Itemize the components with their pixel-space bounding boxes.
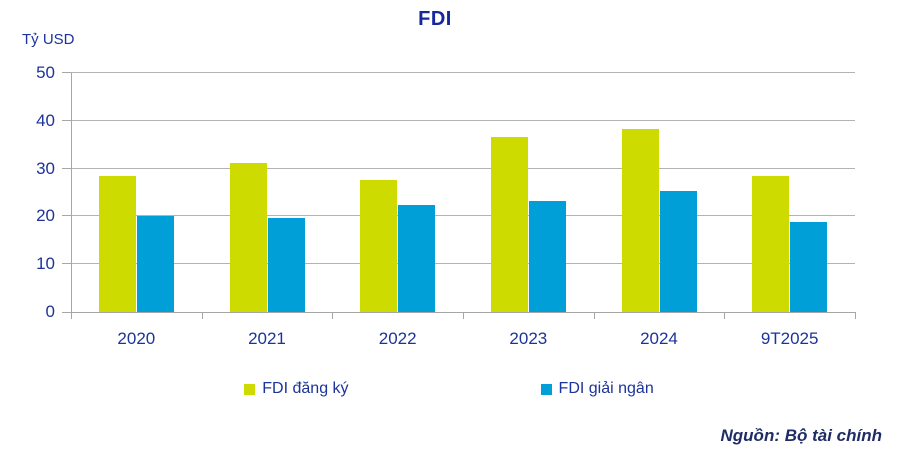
chart-title: FDI [418, 8, 452, 30]
gridline-y-40 [71, 119, 855, 121]
x-axis-label-2024: 2024 [640, 329, 678, 348]
x-axis-label-2022: 2022 [378, 329, 417, 348]
bar-disbursed-2021 [267, 217, 305, 312]
y-axis-label-40: 40 [36, 110, 55, 130]
x-tick-6 [855, 312, 856, 319]
x-tick-2 [332, 312, 334, 319]
gridline-y-20 [71, 215, 855, 217]
legend-swatch-registered [244, 383, 256, 395]
x-axis-label-2023: 2023 [509, 329, 548, 348]
chart-legend: FDI đăng ký FDI giải ngân [0, 380, 898, 398]
bar-registered-9T2025 [752, 175, 790, 312]
bar-disbursed-2023 [528, 201, 566, 312]
y-axis-label-0: 0 [45, 302, 55, 321]
legend-label-disbursed: FDI giải ngân [558, 380, 654, 397]
bar-registered-2020 [98, 175, 136, 312]
legend-item-fdi-dang-ky: FDI đăng ký [244, 380, 349, 398]
x-tick-5 [724, 312, 726, 319]
gridline-y-50 [71, 72, 855, 73]
legend-label-registered: FDI đăng ký [262, 380, 349, 397]
x-axis-label-2020: 2020 [117, 329, 156, 348]
bar-disbursed-9T2025 [790, 222, 828, 312]
y-tick-0 [62, 312, 71, 313]
bar-disbursed-2020 [136, 216, 174, 312]
x-axis-label-2021: 2021 [248, 329, 286, 348]
x-axis-label-9T2025: 9T2025 [760, 329, 819, 348]
plot-area [71, 72, 855, 313]
y-axis-line [71, 73, 72, 312]
legend-swatch-disbursed [540, 383, 552, 395]
y-axis-label-30: 30 [36, 158, 55, 178]
bar-registered-2024 [621, 129, 659, 312]
y-tick-50 [62, 72, 71, 73]
legend-item-fdi-giai-ngan: FDI giải ngân [540, 380, 654, 398]
y-axis-unit-label: Tỷ USD [22, 31, 75, 48]
y-axis-label-50: 50 [36, 63, 55, 82]
x-tick-4 [593, 312, 595, 319]
y-tick-20 [62, 215, 71, 217]
bar-registered-2023 [490, 137, 528, 312]
bar-disbursed-2022 [398, 204, 436, 312]
y-axis-label-20: 20 [36, 206, 55, 226]
x-tick-3 [463, 312, 464, 319]
source-note: Nguồn: Bộ tài chính [720, 426, 882, 445]
x-tick-1 [201, 312, 203, 319]
bar-registered-2022 [360, 179, 398, 312]
y-tick-40 [62, 119, 71, 121]
y-tick-30 [62, 167, 71, 169]
bar-registered-2021 [229, 162, 267, 312]
gridline-y-10 [71, 263, 855, 265]
gridline-y-30 [71, 167, 855, 169]
bar-disbursed-2024 [659, 190, 697, 312]
y-tick-10 [62, 263, 71, 265]
y-axis-label-10: 10 [36, 254, 55, 274]
x-tick-0 [71, 312, 72, 319]
